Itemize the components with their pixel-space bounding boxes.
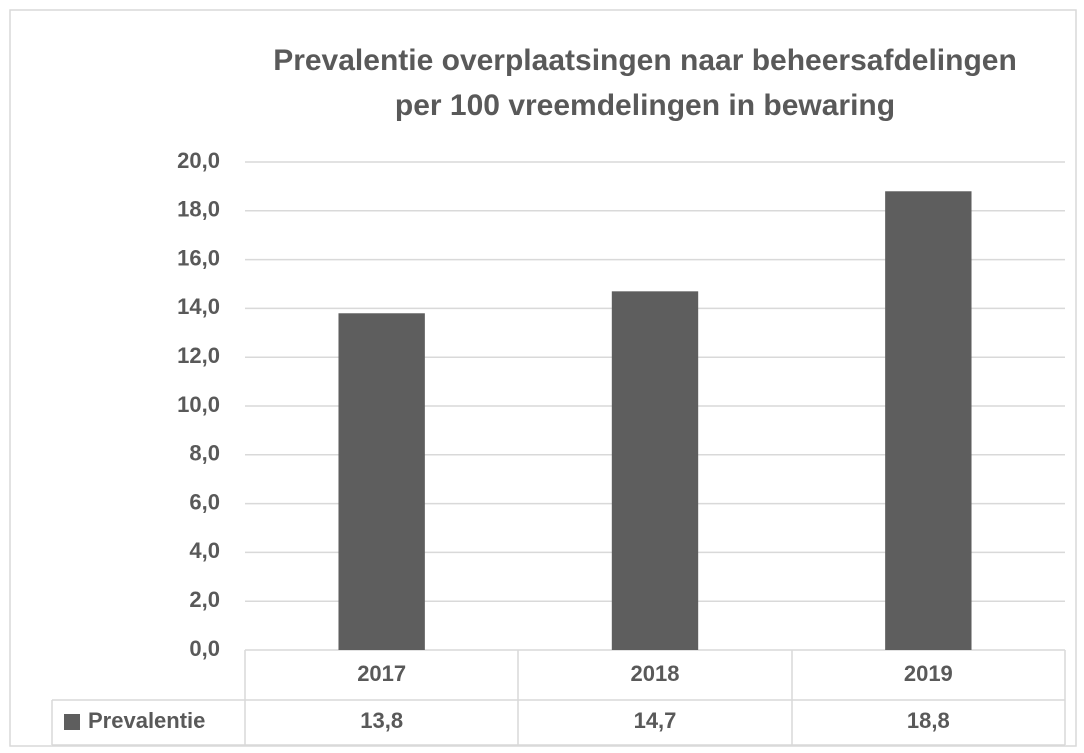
x-tick-label: 2017: [357, 661, 406, 686]
x-tick-label: 2019: [904, 661, 953, 686]
bar: [885, 191, 972, 650]
table-value: 13,8: [360, 708, 403, 733]
y-tick-label: 10,0: [177, 392, 220, 417]
chart-title: per 100 vreemdelingen in bewaring: [395, 89, 895, 122]
y-tick-label: 4,0: [189, 538, 220, 563]
table-value: 18,8: [907, 708, 950, 733]
bar: [611, 291, 699, 650]
y-tick-label: 0,0: [189, 636, 220, 661]
y-tick-label: 20,0: [177, 148, 220, 173]
y-tick-label: 18,0: [177, 197, 220, 222]
chart-title: Prevalentie overplaatsingen naar beheers…: [273, 44, 1017, 77]
table-value: 14,7: [634, 708, 677, 733]
legend-label: Prevalentie: [88, 708, 205, 733]
y-tick-label: 6,0: [189, 489, 220, 514]
x-tick-label: 2018: [631, 661, 680, 686]
bar: [338, 313, 425, 650]
y-tick-label: 12,0: [177, 343, 220, 368]
y-tick-label: 16,0: [177, 245, 220, 270]
y-tick-label: 2,0: [189, 587, 220, 612]
legend-swatch: [64, 714, 80, 730]
y-tick-label: 8,0: [189, 441, 220, 466]
y-tick-label: 14,0: [177, 294, 220, 319]
